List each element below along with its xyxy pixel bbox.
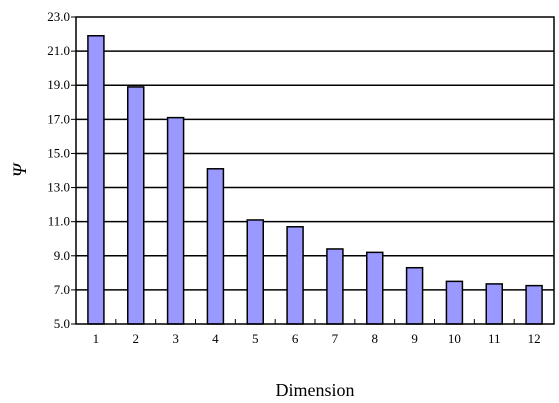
x-axis-ticks: 1 2 3 4 5 6 7 8 9 10 11 12	[93, 319, 541, 346]
y-tick-label: 5.0	[54, 316, 70, 331]
y-axis-ticks: 5.0 7.0 9.0 11.0 13.0 15.0 17.0 19.0 21.0 23.0	[47, 9, 76, 331]
x-tick-label: 11	[488, 331, 501, 346]
x-tick-label: 12	[528, 331, 541, 346]
y-tick-label: 7.0	[54, 282, 70, 297]
x-tick-label: 1	[93, 331, 100, 346]
y-tick-label: 17.0	[47, 111, 70, 126]
y-tick-label: 9.0	[54, 248, 70, 263]
x-tick-label: 2	[133, 331, 140, 346]
y-gridlines	[76, 50, 554, 291]
y-tick-label: 15.0	[47, 145, 70, 160]
x-tick-label: 6	[292, 331, 299, 346]
x-tick-label: 9	[411, 331, 418, 346]
plot-frame	[75, 16, 555, 325]
x-tick-label: 7	[332, 331, 339, 346]
y-tick-label: 19.0	[47, 77, 70, 92]
bar-dimension-10	[445, 280, 464, 325]
bar-dimension-11	[485, 283, 503, 325]
y-tick-label: 23.0	[47, 9, 70, 24]
bar-dimension-3	[166, 116, 185, 325]
x-axis-title: Dimension	[276, 380, 355, 400]
bar-dimension-2	[127, 86, 145, 325]
x-tick-label: 5	[252, 331, 259, 346]
y-tick-label: 11.0	[48, 214, 70, 229]
bar-dimension-5	[246, 219, 264, 325]
bar-dimension-7	[326, 248, 344, 325]
x-tick-label: 4	[212, 331, 219, 346]
bar-dimension-9	[405, 266, 424, 325]
bar-dimension-6	[286, 226, 304, 325]
x-tick-label: 3	[172, 331, 179, 346]
y-axis-title: Ψ	[10, 162, 31, 177]
bar-dimension-4	[206, 168, 225, 325]
y-tick-label: 21.0	[47, 43, 70, 58]
x-tick-label: 10	[448, 331, 461, 346]
bar-dimension-1	[87, 35, 105, 325]
bars	[87, 35, 543, 325]
y-tick-label: 13.0	[47, 180, 70, 195]
bar-dimension-12	[525, 284, 543, 325]
x-tick-label: 8	[372, 331, 379, 346]
bar-dimension-8	[366, 251, 384, 325]
